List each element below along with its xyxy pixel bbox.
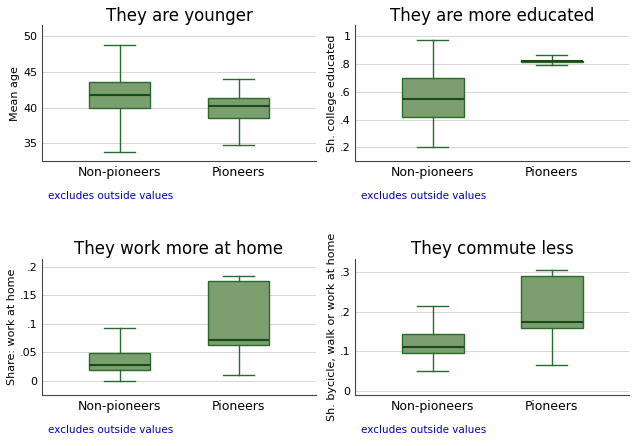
Title: They commute less: They commute less	[411, 240, 574, 258]
PathPatch shape	[207, 281, 270, 345]
Y-axis label: Share: work at home: Share: work at home	[7, 268, 17, 385]
PathPatch shape	[402, 334, 464, 353]
Y-axis label: Sh. bycicle, walk or work at home: Sh. bycicle, walk or work at home	[327, 232, 337, 421]
PathPatch shape	[521, 61, 583, 62]
Y-axis label: Mean age: Mean age	[10, 66, 20, 120]
Text: excludes outside values: excludes outside values	[48, 425, 173, 435]
PathPatch shape	[521, 276, 583, 328]
Text: excludes outside values: excludes outside values	[361, 425, 486, 435]
PathPatch shape	[207, 98, 270, 118]
PathPatch shape	[88, 353, 151, 370]
Text: excludes outside values: excludes outside values	[48, 191, 173, 201]
Title: They work more at home: They work more at home	[74, 240, 284, 258]
Text: excludes outside values: excludes outside values	[361, 191, 486, 201]
Y-axis label: Sh. college educated: Sh. college educated	[327, 34, 337, 152]
Title: They are younger: They are younger	[106, 7, 252, 25]
PathPatch shape	[88, 83, 151, 107]
PathPatch shape	[402, 78, 464, 117]
Title: They are more educated: They are more educated	[390, 7, 595, 25]
